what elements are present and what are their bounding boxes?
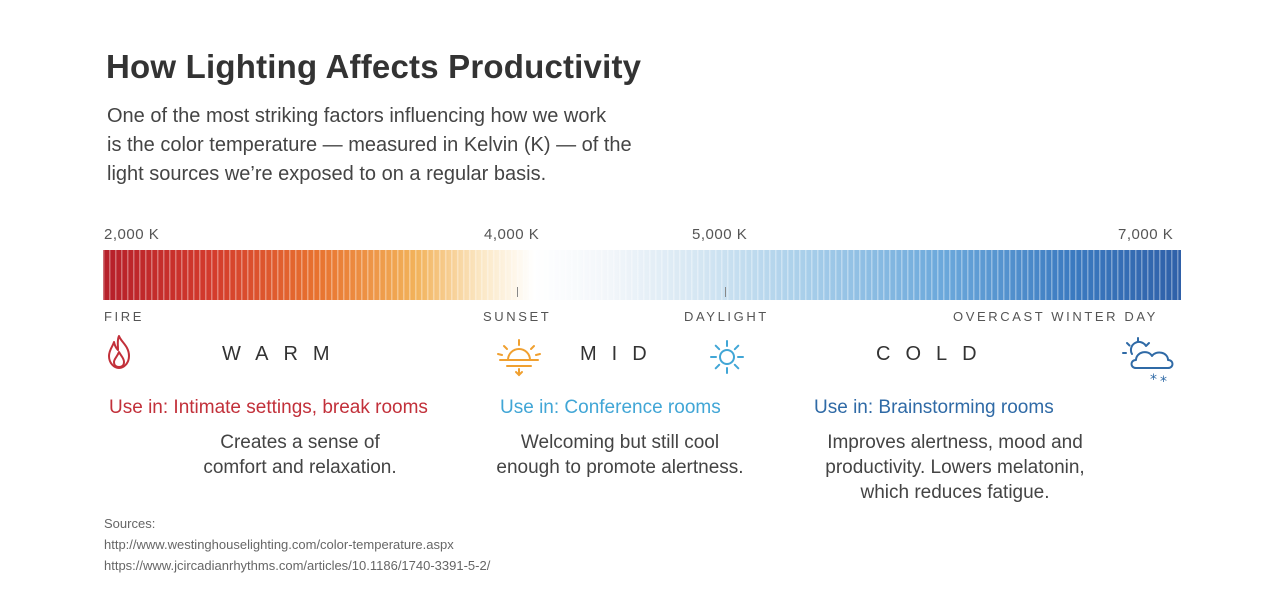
description-cold: Improves alertness, mood and productivit… xyxy=(795,430,1115,505)
svg-text:*: * xyxy=(1150,372,1157,388)
description-line: Welcoming but still cool xyxy=(520,432,720,453)
sunset-tick xyxy=(517,287,518,297)
description-mid: Welcoming but still cool enough to promo… xyxy=(470,430,770,480)
daylight-tick xyxy=(725,287,726,297)
intro-text: One of the most striking factors influen… xyxy=(107,102,747,189)
zone-label-warm: WARM xyxy=(222,343,345,365)
description-line: which reduces fatigue. xyxy=(860,482,1050,503)
fire-icon xyxy=(108,335,130,369)
sources: Sources: http://www.westinghouselighting… xyxy=(104,513,490,576)
description-line: comfort and relaxation. xyxy=(203,457,397,478)
sources-heading: Sources: xyxy=(104,516,156,531)
description-line: Improves alertness, mood and xyxy=(827,432,1083,453)
intro-line: One of the most striking factors influen… xyxy=(107,105,607,127)
source-label-daylight: DAYLIGHT xyxy=(684,309,769,324)
description-line: enough to promote alertness. xyxy=(496,457,744,478)
source-link[interactable]: http://www.westinghouselighting.com/colo… xyxy=(104,537,454,552)
kelvin-label-4000: 4,000 K xyxy=(484,226,540,243)
sun-icon xyxy=(710,340,744,374)
source-link[interactable]: https://www.jcircadianrhythms.com/articl… xyxy=(104,558,491,573)
use-warm: Use in: Intimate settings, break rooms xyxy=(109,397,428,418)
sunset-icon xyxy=(497,339,541,377)
kelvin-label-5000: 5,000 K xyxy=(692,226,748,243)
cloud-snow-icon: * * xyxy=(1122,337,1174,388)
source-label-sunset: SUNSET xyxy=(483,309,552,324)
kelvin-label-2000: 2,000 K xyxy=(104,226,160,243)
description-line: Creates a sense of xyxy=(220,432,380,453)
zone-label-mid: MID xyxy=(580,343,662,365)
use-mid: Use in: Conference rooms xyxy=(500,397,721,418)
color-temperature-scale xyxy=(103,250,1181,300)
description-line: productivity. Lowers melatonin, xyxy=(825,457,1085,478)
source-label-fire: FIRE xyxy=(104,309,145,324)
intro-line: light sources we’re exposed to on a regu… xyxy=(107,163,547,185)
description-warm: Creates a sense of comfort and relaxatio… xyxy=(150,430,450,480)
page-title: How Lighting Affects Productivity xyxy=(106,48,642,85)
use-cold: Use in: Brainstorming rooms xyxy=(814,397,1054,418)
kelvin-label-7000: 7,000 K xyxy=(1118,226,1174,243)
svg-text:*: * xyxy=(1160,374,1167,388)
intro-line: is the color temperature — measured in K… xyxy=(107,134,632,156)
zone-label-cold: COLD xyxy=(876,343,992,365)
source-label-overcast: OVERCAST WINTER DAY xyxy=(953,309,1158,324)
